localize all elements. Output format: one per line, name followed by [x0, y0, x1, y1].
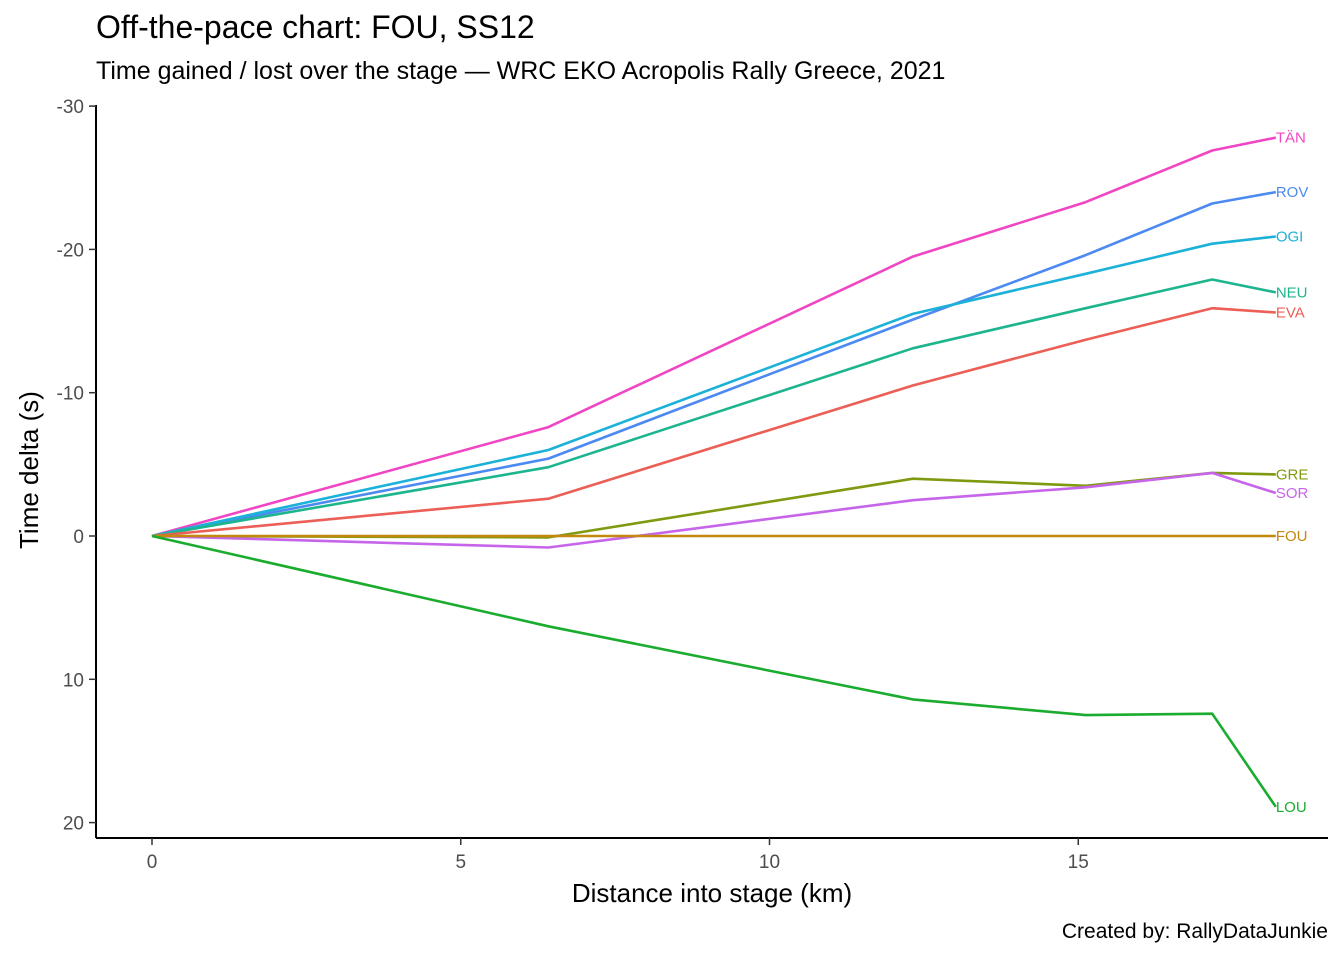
- series-label-lou: LOU: [1276, 799, 1307, 816]
- series-label-ogi: OGI: [1276, 229, 1304, 246]
- series-line-gre: [151, 471, 1276, 539]
- series-line-sor: [151, 471, 1277, 549]
- chart-title: Off-the-pace chart: FOU, SS12: [96, 9, 535, 45]
- series-line-eva: [151, 306, 1276, 538]
- series-line-rov: [151, 190, 1277, 538]
- series-labels: TÄN ROV OGI NEU EVA GRE SOR FOU LOU: [1276, 130, 1309, 816]
- chart-subtitle: Time gained / lost over the stage — WRC …: [96, 57, 946, 85]
- y-tick-label: -30: [57, 97, 84, 118]
- series-label-gre: GRE: [1276, 466, 1309, 483]
- y-tick-label: -20: [57, 240, 84, 261]
- x-tick-label: 15: [1068, 852, 1089, 873]
- series-line-ogi: [151, 235, 1276, 538]
- y-tick-label: 20: [63, 814, 84, 835]
- series-lines: [151, 136, 1277, 808]
- x-axis-title: Distance into stage (km): [572, 878, 852, 908]
- x-tick-label: 5: [455, 852, 466, 873]
- series-line-lou: [151, 534, 1277, 808]
- y-tick-label: 0: [73, 527, 84, 548]
- axis-ticks: 0 5 10 15 -30 -20 -10 0 10 20: [57, 97, 1089, 873]
- y-tick-label: 10: [63, 670, 84, 691]
- series-label-eva: EVA: [1276, 304, 1305, 321]
- series-line-tän: [151, 136, 1277, 538]
- y-axis-title: Time delta (s): [14, 391, 44, 549]
- series-line-neu: [151, 278, 1277, 538]
- series-label-sor: SOR: [1276, 485, 1309, 502]
- series-label-rov: ROV: [1276, 184, 1309, 201]
- chart-caption: Created by: RallyDataJunkie: [1061, 920, 1328, 943]
- axes: [95, 105, 1328, 839]
- y-tick-label: -10: [57, 384, 84, 405]
- series-label-fou: FOU: [1276, 528, 1308, 545]
- series-label-neu: NEU: [1276, 284, 1308, 301]
- series-label-tän: TÄN: [1276, 130, 1306, 147]
- x-tick-label: 0: [147, 852, 158, 873]
- x-tick-label: 10: [759, 852, 780, 873]
